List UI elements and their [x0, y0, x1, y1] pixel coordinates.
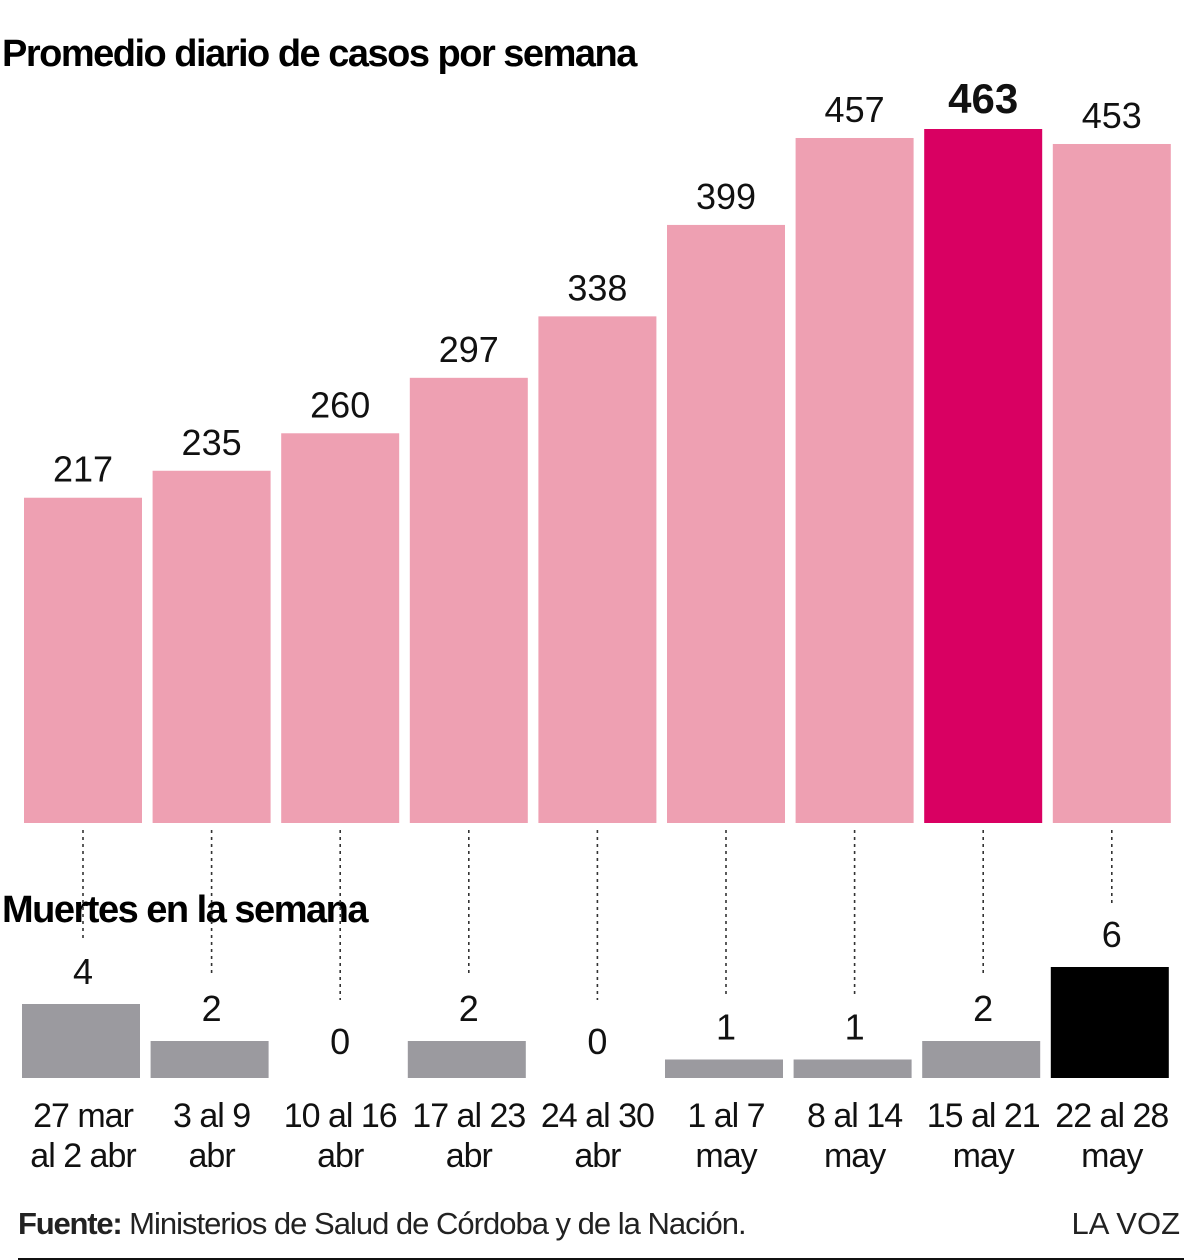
deaths-bar: [150, 1041, 269, 1078]
cases-bar: [924, 129, 1043, 823]
category-label: 8 al 14: [807, 1097, 902, 1135]
cases-value-label: 297: [439, 329, 499, 370]
deaths-value-label: 2: [973, 988, 993, 1029]
deaths-chart-title: Muertes en la semana: [2, 889, 369, 931]
cases-value-label: 457: [825, 89, 885, 130]
deaths-bar: [1050, 967, 1169, 1078]
category-label: 22 al 28: [1055, 1097, 1168, 1135]
cases-bar: [281, 433, 400, 823]
dotted-leader-lines: [82, 830, 1113, 1000]
cases-bar: [152, 470, 271, 823]
category-label: abr: [317, 1137, 364, 1175]
cases-value-label: 399: [696, 176, 756, 217]
cases-bar: [667, 224, 785, 823]
source-label: Fuente:: [18, 1206, 123, 1241]
category-label: abr: [189, 1137, 236, 1175]
cases-bar: [409, 377, 528, 823]
cases-value-label: 260: [310, 384, 370, 425]
category-label: 27 mar: [33, 1097, 133, 1135]
category-label: abr: [574, 1137, 621, 1175]
deaths-bars: [22, 967, 1169, 1078]
cases-bar: [795, 137, 914, 823]
deaths-value-label: 1: [716, 1007, 736, 1048]
category-label: 3 al 9: [173, 1097, 250, 1135]
deaths-bar: [922, 1041, 1041, 1078]
deaths-value-label: 0: [587, 1021, 607, 1062]
cases-value-label: 453: [1082, 95, 1142, 136]
chart: Promedio diario de casos por semana Muer…: [2, 33, 1171, 1175]
cases-bar: [538, 316, 657, 823]
category-label: may: [1081, 1137, 1143, 1175]
category-label: 10 al 16: [284, 1097, 397, 1135]
category-label: 15 al 21: [927, 1097, 1040, 1135]
deaths-value-label: 1: [845, 1007, 865, 1048]
deaths-value-label: 6: [1102, 914, 1122, 955]
category-label: 24 al 30: [541, 1097, 654, 1135]
brand-logo: LA VOZ: [1071, 1206, 1180, 1241]
deaths-value-label: 2: [459, 988, 479, 1029]
deaths-value-label: 4: [73, 951, 93, 992]
footer: Fuente: Ministerios de Salud de Córdoba …: [18, 1206, 1184, 1260]
category-label: 17 al 23: [412, 1097, 525, 1135]
cases-value-label: 235: [182, 422, 242, 463]
category-label: 1 al 7: [687, 1097, 764, 1135]
source-text: Ministerios de Salud de Córdoba y de la …: [129, 1206, 746, 1241]
category-label: may: [953, 1137, 1015, 1175]
source-note: Fuente: Ministerios de Salud de Córdoba …: [18, 1206, 747, 1242]
cases-chart-title: Promedio diario de casos por semana: [2, 33, 638, 75]
cases-value-labels: 217 235 260 297 338 399 457 463 453: [53, 75, 1142, 490]
deaths-value-labels: 4 2 0 2 0 1 1 2 6: [73, 914, 1122, 1062]
deaths-bar: [407, 1041, 526, 1078]
deaths-bar: [793, 1059, 912, 1078]
cases-bar: [24, 497, 142, 823]
deaths-value-label: 0: [330, 1021, 350, 1062]
category-label: may: [695, 1137, 757, 1175]
cases-value-label: 217: [53, 449, 113, 490]
cases-bar: [1052, 143, 1171, 823]
category-label: al 2 abr: [30, 1137, 136, 1175]
deaths-bar: [22, 1004, 140, 1078]
cases-value-label: 463: [948, 75, 1018, 122]
cases-bars: [24, 129, 1171, 823]
deaths-bar: [665, 1059, 783, 1078]
category-label: abr: [446, 1137, 493, 1175]
cases-value-label: 338: [567, 267, 627, 308]
deaths-value-label: 2: [202, 988, 222, 1029]
category-label: may: [824, 1137, 886, 1175]
